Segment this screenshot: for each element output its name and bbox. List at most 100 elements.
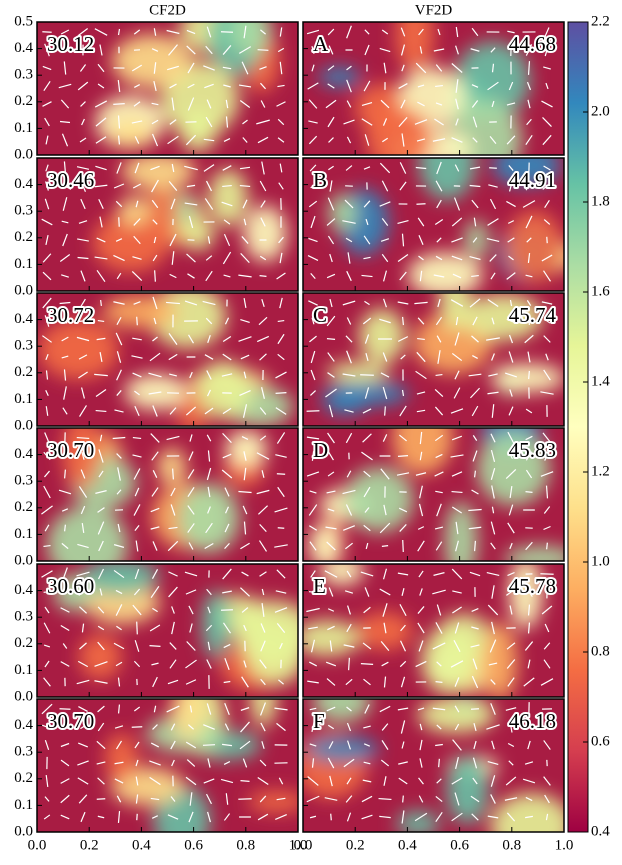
colorbar-tick-label: 1.8 xyxy=(591,193,610,209)
y-tick-label: 0.3 xyxy=(14,473,33,489)
velocity-arrow xyxy=(260,276,267,277)
time-label: 30.60 xyxy=(47,574,94,598)
y-tick-label: 0.1 xyxy=(14,120,33,136)
field-blob xyxy=(490,364,565,393)
x-tick-label: 1.0 xyxy=(555,837,574,853)
velocity-arrow xyxy=(278,528,285,529)
panel-letter: C xyxy=(313,303,327,327)
panel-letter: E xyxy=(313,574,326,598)
velocity-arrow xyxy=(382,546,388,547)
velocity-arrow xyxy=(327,339,335,340)
panel: 30.460.00.10.20.30.4 xyxy=(14,153,298,298)
velocity-arrow xyxy=(65,525,66,532)
panel: 30.120.00.10.20.30.40.5 xyxy=(14,1,298,163)
velocity-arrow xyxy=(173,469,174,480)
velocity-arrow xyxy=(132,727,143,728)
colorbar-tick-label: 1.4 xyxy=(591,373,610,389)
field-blob xyxy=(244,206,287,262)
field-blob xyxy=(109,119,153,148)
x-tick-label: 0.0 xyxy=(28,837,47,853)
field-blob xyxy=(196,360,251,418)
colorbar xyxy=(568,22,588,832)
field-blob xyxy=(125,374,188,410)
column-title: CF2D xyxy=(149,2,186,18)
x-tick-label: 0.2 xyxy=(346,837,365,853)
velocity-arrow xyxy=(276,393,287,394)
y-tick-label: 0.1 xyxy=(14,526,33,542)
panel: 30.600.00.10.20.30.4 xyxy=(14,558,314,704)
y-tick-label: 0.0 xyxy=(14,552,33,568)
field-blob xyxy=(506,211,563,283)
y-tick-label: 0.1 xyxy=(14,256,33,272)
panel-letter: B xyxy=(313,168,327,192)
velocity-arrow xyxy=(331,814,332,821)
x-tick-label: 0.6 xyxy=(450,837,469,853)
velocity-arrow xyxy=(113,104,124,105)
field-blob xyxy=(112,34,192,87)
y-tick-label: 0.2 xyxy=(14,770,33,786)
colorbar-tick-label: 1.0 xyxy=(591,553,610,569)
field-blob xyxy=(226,430,268,468)
y-tick-label: 0.5 xyxy=(14,13,33,29)
time-label: 44.91 xyxy=(509,168,556,192)
velocity-arrow xyxy=(403,540,404,552)
velocity-arrow xyxy=(475,541,476,551)
velocity-arrow xyxy=(416,204,425,205)
field-blob xyxy=(202,591,231,659)
y-tick-label: 0.0 xyxy=(14,146,33,162)
field-blob xyxy=(209,169,248,226)
velocity-arrow xyxy=(203,745,215,746)
y-tick-label: 0.3 xyxy=(14,338,33,354)
y-tick-label: 0.0 xyxy=(14,688,33,704)
velocity-arrow xyxy=(526,492,533,493)
field-blob xyxy=(305,736,379,762)
field-blob xyxy=(245,620,306,685)
field-blob xyxy=(446,756,489,825)
velocity-arrow xyxy=(417,339,425,340)
velocity-arrow xyxy=(258,50,269,51)
velocity-arrow xyxy=(101,300,102,306)
time-label: 30.70 xyxy=(47,438,94,462)
y-tick-label: 0.4 xyxy=(14,311,33,327)
velocity-arrow xyxy=(221,32,233,33)
y-tick-label: 0.2 xyxy=(14,93,33,109)
y-tick-label: 0.2 xyxy=(14,229,33,245)
colorbar-tick-label: 0.8 xyxy=(591,643,610,659)
field-blob xyxy=(157,448,186,485)
y-tick-label: 0.3 xyxy=(14,67,33,83)
velocity-arrow xyxy=(277,474,285,475)
y-tick-label: 0.4 xyxy=(14,582,33,598)
velocity-arrow xyxy=(278,321,284,322)
velocity-arrow xyxy=(439,759,440,767)
colorbar-tick-label: 1.6 xyxy=(591,283,610,299)
y-tick-label: 0.4 xyxy=(14,717,33,733)
velocity-arrow xyxy=(137,622,138,635)
y-tick-label: 0.4 xyxy=(14,176,33,192)
time-label: 30.46 xyxy=(47,168,94,192)
velocity-arrow xyxy=(379,799,392,800)
field-blob xyxy=(105,733,137,782)
panel-letter: F xyxy=(313,709,325,733)
velocity-arrow xyxy=(547,543,548,550)
x-tick-label: 0.4 xyxy=(398,837,417,853)
x-tick-label: 0.4 xyxy=(132,837,151,853)
velocity-arrow xyxy=(65,470,66,479)
velocity-arrow xyxy=(150,646,161,647)
field-blob xyxy=(118,196,150,225)
y-tick-label: 0.3 xyxy=(14,609,33,625)
panel: A 44.68 xyxy=(303,0,564,179)
field-blob xyxy=(345,467,414,532)
x-tick-label: 0.0 xyxy=(294,837,313,853)
velocity-arrow xyxy=(349,658,350,670)
time-label: 45.83 xyxy=(509,438,556,462)
time-label: 44.68 xyxy=(509,32,556,56)
velocity-arrow xyxy=(403,317,404,325)
time-label: 30.70 xyxy=(47,709,94,733)
velocity-arrow xyxy=(436,682,443,683)
panel-letter: A xyxy=(313,32,329,56)
colorbar-tick-label: 0.4 xyxy=(591,823,610,839)
